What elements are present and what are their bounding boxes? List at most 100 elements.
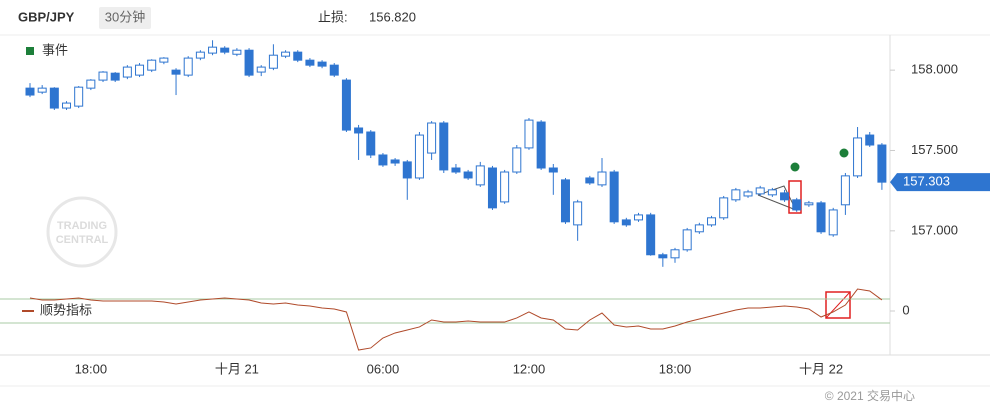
last-price-tag	[890, 173, 990, 192]
y-tick-label: 158.000	[911, 62, 958, 77]
candle-body	[597, 171, 607, 186]
stop-loss: 156.820	[369, 9, 416, 24]
candle-body	[548, 167, 558, 173]
watermark-ring	[46, 196, 118, 268]
signal-box	[825, 291, 851, 319]
candle-body	[719, 197, 729, 219]
candle-body	[390, 159, 400, 164]
candle-body	[208, 46, 218, 54]
candle-body	[694, 224, 704, 233]
candle-body	[281, 51, 291, 57]
x-tick-label: 18:00	[659, 361, 692, 376]
watermark-text: CENTRAL	[56, 234, 109, 246]
watermark-text: TRADING	[57, 220, 107, 232]
legend-label: 顺势指标	[40, 302, 92, 317]
candle-body	[767, 189, 777, 196]
candle-body	[463, 171, 473, 179]
candle-body	[512, 147, 522, 173]
copyright: © 2021 交易中心	[825, 388, 915, 403]
candle-body	[865, 134, 875, 146]
candle-body	[524, 119, 534, 149]
legend-label: 事件	[42, 42, 68, 57]
candle-body	[135, 64, 145, 76]
candle-body	[268, 54, 278, 69]
candle-body	[804, 202, 814, 206]
y-tick-label: 0	[902, 302, 909, 317]
candle-body	[74, 86, 84, 107]
candle-body	[110, 72, 120, 81]
candle-body	[634, 214, 643, 221]
x-tick-label: 十月 21	[215, 361, 259, 376]
candle-body	[573, 201, 583, 226]
event-marker	[839, 148, 849, 158]
candle-body	[487, 167, 497, 209]
candle-body	[220, 47, 230, 53]
candle-body	[439, 122, 449, 171]
candle-body	[560, 179, 570, 223]
candle-body	[147, 59, 157, 71]
candle-body	[122, 66, 132, 78]
x-tick-label: 06:00	[367, 361, 400, 376]
candle-body	[232, 49, 242, 55]
candle-body	[86, 79, 96, 89]
candle-body	[195, 51, 205, 59]
candle-body	[780, 192, 790, 201]
candle-body	[366, 131, 376, 156]
candle-body	[329, 64, 339, 76]
y-tick-label: 157.500	[911, 142, 958, 157]
candle-body	[475, 165, 485, 186]
candle-body	[682, 229, 692, 251]
candle-body	[731, 189, 741, 201]
symbol: GBP/JPY	[18, 9, 75, 24]
candle-body	[98, 71, 108, 81]
candle-body	[658, 254, 668, 259]
candle-body	[621, 219, 631, 226]
candle-body	[451, 167, 461, 173]
last-price-label: 157.303	[903, 174, 950, 189]
candle-body	[609, 171, 619, 223]
candle-body	[49, 87, 59, 109]
candle-body	[244, 49, 254, 76]
candle-body	[427, 122, 437, 154]
candle-body	[171, 69, 181, 75]
interval-button[interactable]	[99, 7, 151, 29]
candle-body	[877, 144, 887, 183]
candle-body	[670, 249, 680, 259]
candle-body	[816, 202, 826, 233]
candle-body	[743, 191, 753, 197]
candle-body	[853, 137, 863, 177]
candle-body	[62, 102, 72, 109]
watermark: TRADING CENTRAL	[46, 196, 118, 268]
candle-body	[828, 209, 838, 236]
candle-body	[414, 134, 424, 179]
candle-body	[402, 161, 412, 179]
legend-swatch	[26, 47, 34, 55]
interval[interactable]: 30分钟	[105, 9, 145, 24]
candle-body	[707, 217, 717, 226]
candle-body	[378, 154, 388, 166]
candle-body	[585, 177, 595, 184]
candle-body	[341, 79, 351, 131]
candle-body	[354, 127, 364, 134]
candle-body	[646, 214, 656, 256]
x-tick-label: 12:00	[513, 361, 546, 376]
candle-body	[755, 187, 765, 195]
x-tick-label: 18:00	[75, 361, 108, 376]
candle-body	[840, 175, 850, 206]
candle-body	[500, 171, 510, 203]
candle-body	[317, 61, 327, 67]
stop-loss-label: 止损:	[318, 9, 348, 24]
candle-body	[536, 121, 546, 169]
candle-body	[293, 51, 303, 61]
candle-body	[183, 57, 193, 76]
x-tick-label: 十月 22	[799, 361, 843, 376]
candle-body	[792, 199, 802, 211]
event-marker	[790, 162, 800, 172]
candle-body	[305, 59, 315, 66]
candle-body	[25, 87, 35, 96]
candle-body	[256, 66, 266, 73]
y-tick-label: 157.000	[911, 222, 958, 237]
candle-body	[37, 87, 47, 93]
candle-body	[159, 57, 169, 63]
